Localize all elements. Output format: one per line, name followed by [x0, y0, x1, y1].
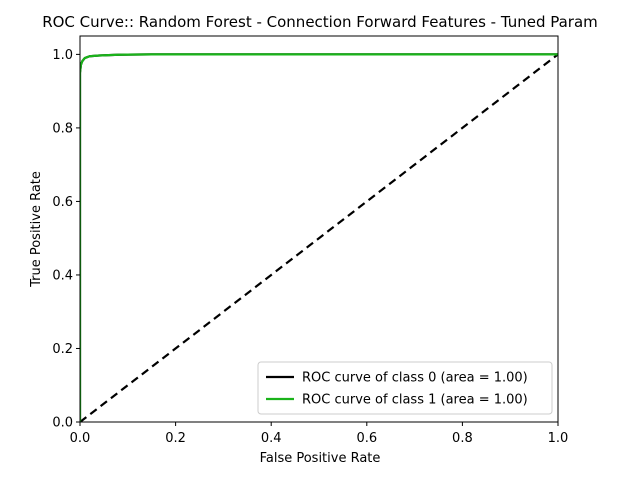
legend-box — [257, 361, 553, 415]
x-tick-label: 0.4 — [261, 431, 282, 446]
chance-diagonal-line — [80, 53, 558, 422]
legend: ROC curve of class 0 (area = 1.00) ROC cu… — [257, 361, 553, 415]
y-tick-label: 1.0 — [52, 48, 73, 63]
x-tick-label: 0.8 — [452, 431, 473, 446]
x-axis-label: False Positive Rate — [260, 451, 381, 466]
y-tick-label: 0.8 — [52, 121, 73, 136]
axes-frame — [79, 35, 559, 423]
chart-title: ROC Curve:: Random Forest - Connection F… — [42, 13, 598, 31]
x-tick-label: 0.2 — [165, 431, 186, 446]
y-tick-label: 0.4 — [52, 268, 73, 283]
y-tick-label: 0.2 — [52, 342, 73, 357]
legend-label-class-1: ROC curve of class 1 (area = 1.00) — [302, 393, 528, 408]
y-axis: 0.0 0.2 0.4 0.6 0.8 1.0 — [52, 48, 80, 431]
y-tick-label: 0.0 — [52, 416, 73, 431]
x-axis: 0.0 0.2 0.4 0.6 0.8 1.0 — [70, 422, 569, 446]
legend-label-class-0: ROC curve of class 0 (area = 1.00) — [302, 371, 528, 386]
x-tick-label: 0.6 — [356, 431, 377, 446]
x-tick-label: 1.0 — [548, 431, 569, 446]
y-tick-label: 0.6 — [52, 195, 73, 210]
y-axis-label: True Positive Rate — [29, 171, 44, 288]
x-tick-label: 0.0 — [70, 431, 91, 446]
